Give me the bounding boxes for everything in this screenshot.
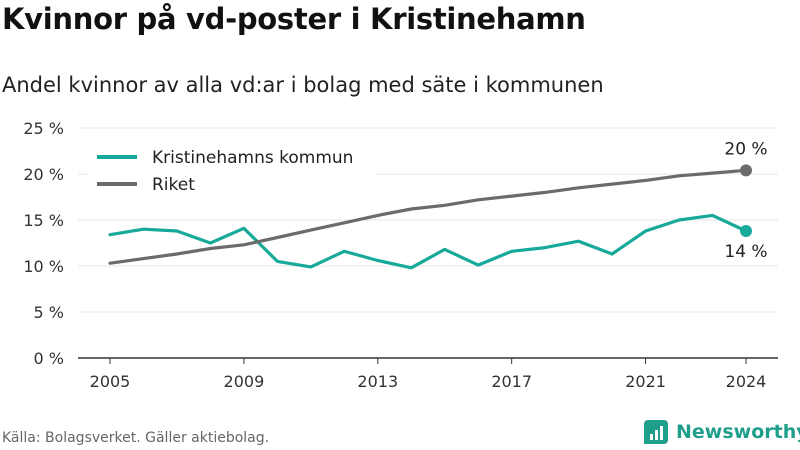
- source-note: Källa: Bolagsverket. Gäller aktiebolag.: [2, 430, 270, 446]
- y-tick-label: 10 %: [23, 257, 64, 276]
- chart-title: Kvinnor på vd-poster i Kristinehamn: [2, 2, 586, 36]
- x-tick-label: 2005: [90, 372, 131, 391]
- y-tick-label: 20 %: [23, 165, 64, 184]
- newsworthy-icon: [644, 420, 668, 444]
- brand-name: Newsworthy: [676, 421, 800, 443]
- end-point: [740, 225, 752, 238]
- y-tick-label: 15 %: [23, 211, 64, 230]
- x-tick-label: 2024: [726, 372, 767, 391]
- x-tick-label: 2017: [491, 372, 532, 391]
- legend-label: Riket: [152, 175, 195, 195]
- y-tick-label: 25 %: [23, 119, 64, 138]
- riket-series-line: [108, 168, 748, 265]
- legend-background: [88, 142, 376, 200]
- x-tick-label: 2021: [625, 372, 666, 391]
- legend-label: Kristinehamns kommun: [152, 148, 353, 168]
- x-tick-label: 2013: [357, 372, 398, 391]
- y-tick-label: 5 %: [34, 303, 64, 322]
- end-value-label: 14 %: [724, 242, 767, 262]
- chart-subtitle: Andel kvinnor av alla vd:ar i bolag med …: [2, 73, 604, 97]
- y-tick-label: 0 %: [34, 349, 64, 368]
- end-value-label: 20 %: [724, 139, 767, 159]
- end-point: [740, 164, 752, 177]
- x-tick-label: 2009: [224, 372, 265, 391]
- brand-logo: Newsworthy: [644, 420, 800, 444]
- kristinehamn-series-line: [108, 213, 748, 270]
